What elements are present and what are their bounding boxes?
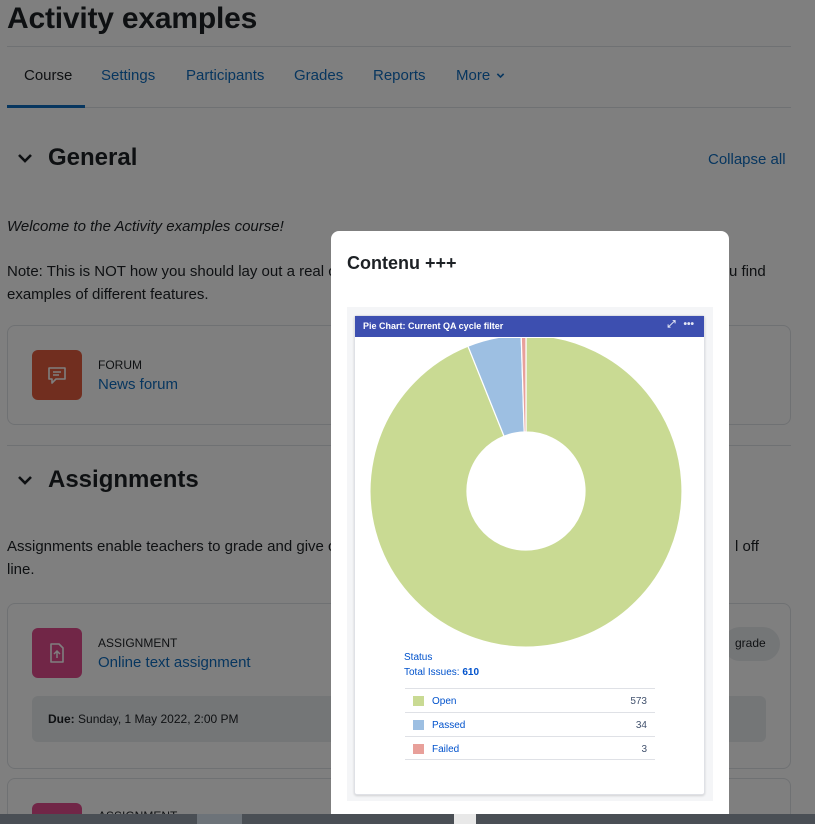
taskbar-item[interactable] — [197, 814, 242, 824]
legend-count: 3 — [641, 744, 647, 755]
gadget-title: Pie Chart: Current QA cycle filter — [363, 321, 504, 331]
os-taskbar — [0, 814, 815, 824]
status-label: Status — [404, 652, 433, 663]
pie-slice-passed[interactable] — [467, 338, 525, 438]
total-issues-label: Total Issues: — [404, 667, 460, 678]
taskbar-item[interactable] — [454, 814, 476, 824]
legend-label[interactable]: Open — [432, 696, 457, 707]
legend-label[interactable]: Failed — [432, 744, 460, 755]
pie-slice-open[interactable] — [369, 338, 683, 648]
pie-chart — [369, 338, 683, 648]
legend-swatch — [413, 720, 424, 730]
more-icon[interactable]: ••• — [683, 319, 694, 330]
gadget-header: Pie Chart: Current QA cycle filter ⤢ ••• — [355, 316, 704, 337]
legend-count: 573 — [630, 696, 647, 707]
legend-count: 34 — [635, 720, 647, 731]
pie-chart-gadget: Pie Chart: Current QA cycle filter ⤢ •••… — [354, 315, 705, 795]
legend-swatch — [413, 744, 424, 754]
content-modal: Contenu +++ Pie Chart: Current QA cycle … — [331, 231, 729, 824]
legend-row-failed: Failed 3 — [405, 736, 655, 760]
pie-slice-failed[interactable] — [520, 338, 527, 433]
legend-swatch — [413, 696, 424, 706]
modal-title: Contenu +++ — [347, 253, 457, 273]
pie-legend: Open 573 Passed 34 Failed 3 — [405, 688, 655, 760]
total-issues: Total Issues: 610 — [404, 667, 479, 678]
legend-row-passed: Passed 34 — [405, 712, 655, 736]
expand-icon[interactable]: ⤢ — [667, 319, 676, 330]
gadget-container: Pie Chart: Current QA cycle filter ⤢ •••… — [347, 307, 713, 801]
legend-label[interactable]: Passed — [432, 720, 466, 731]
total-issues-value: 610 — [462, 667, 480, 678]
legend-row-open: Open 573 — [405, 688, 655, 712]
